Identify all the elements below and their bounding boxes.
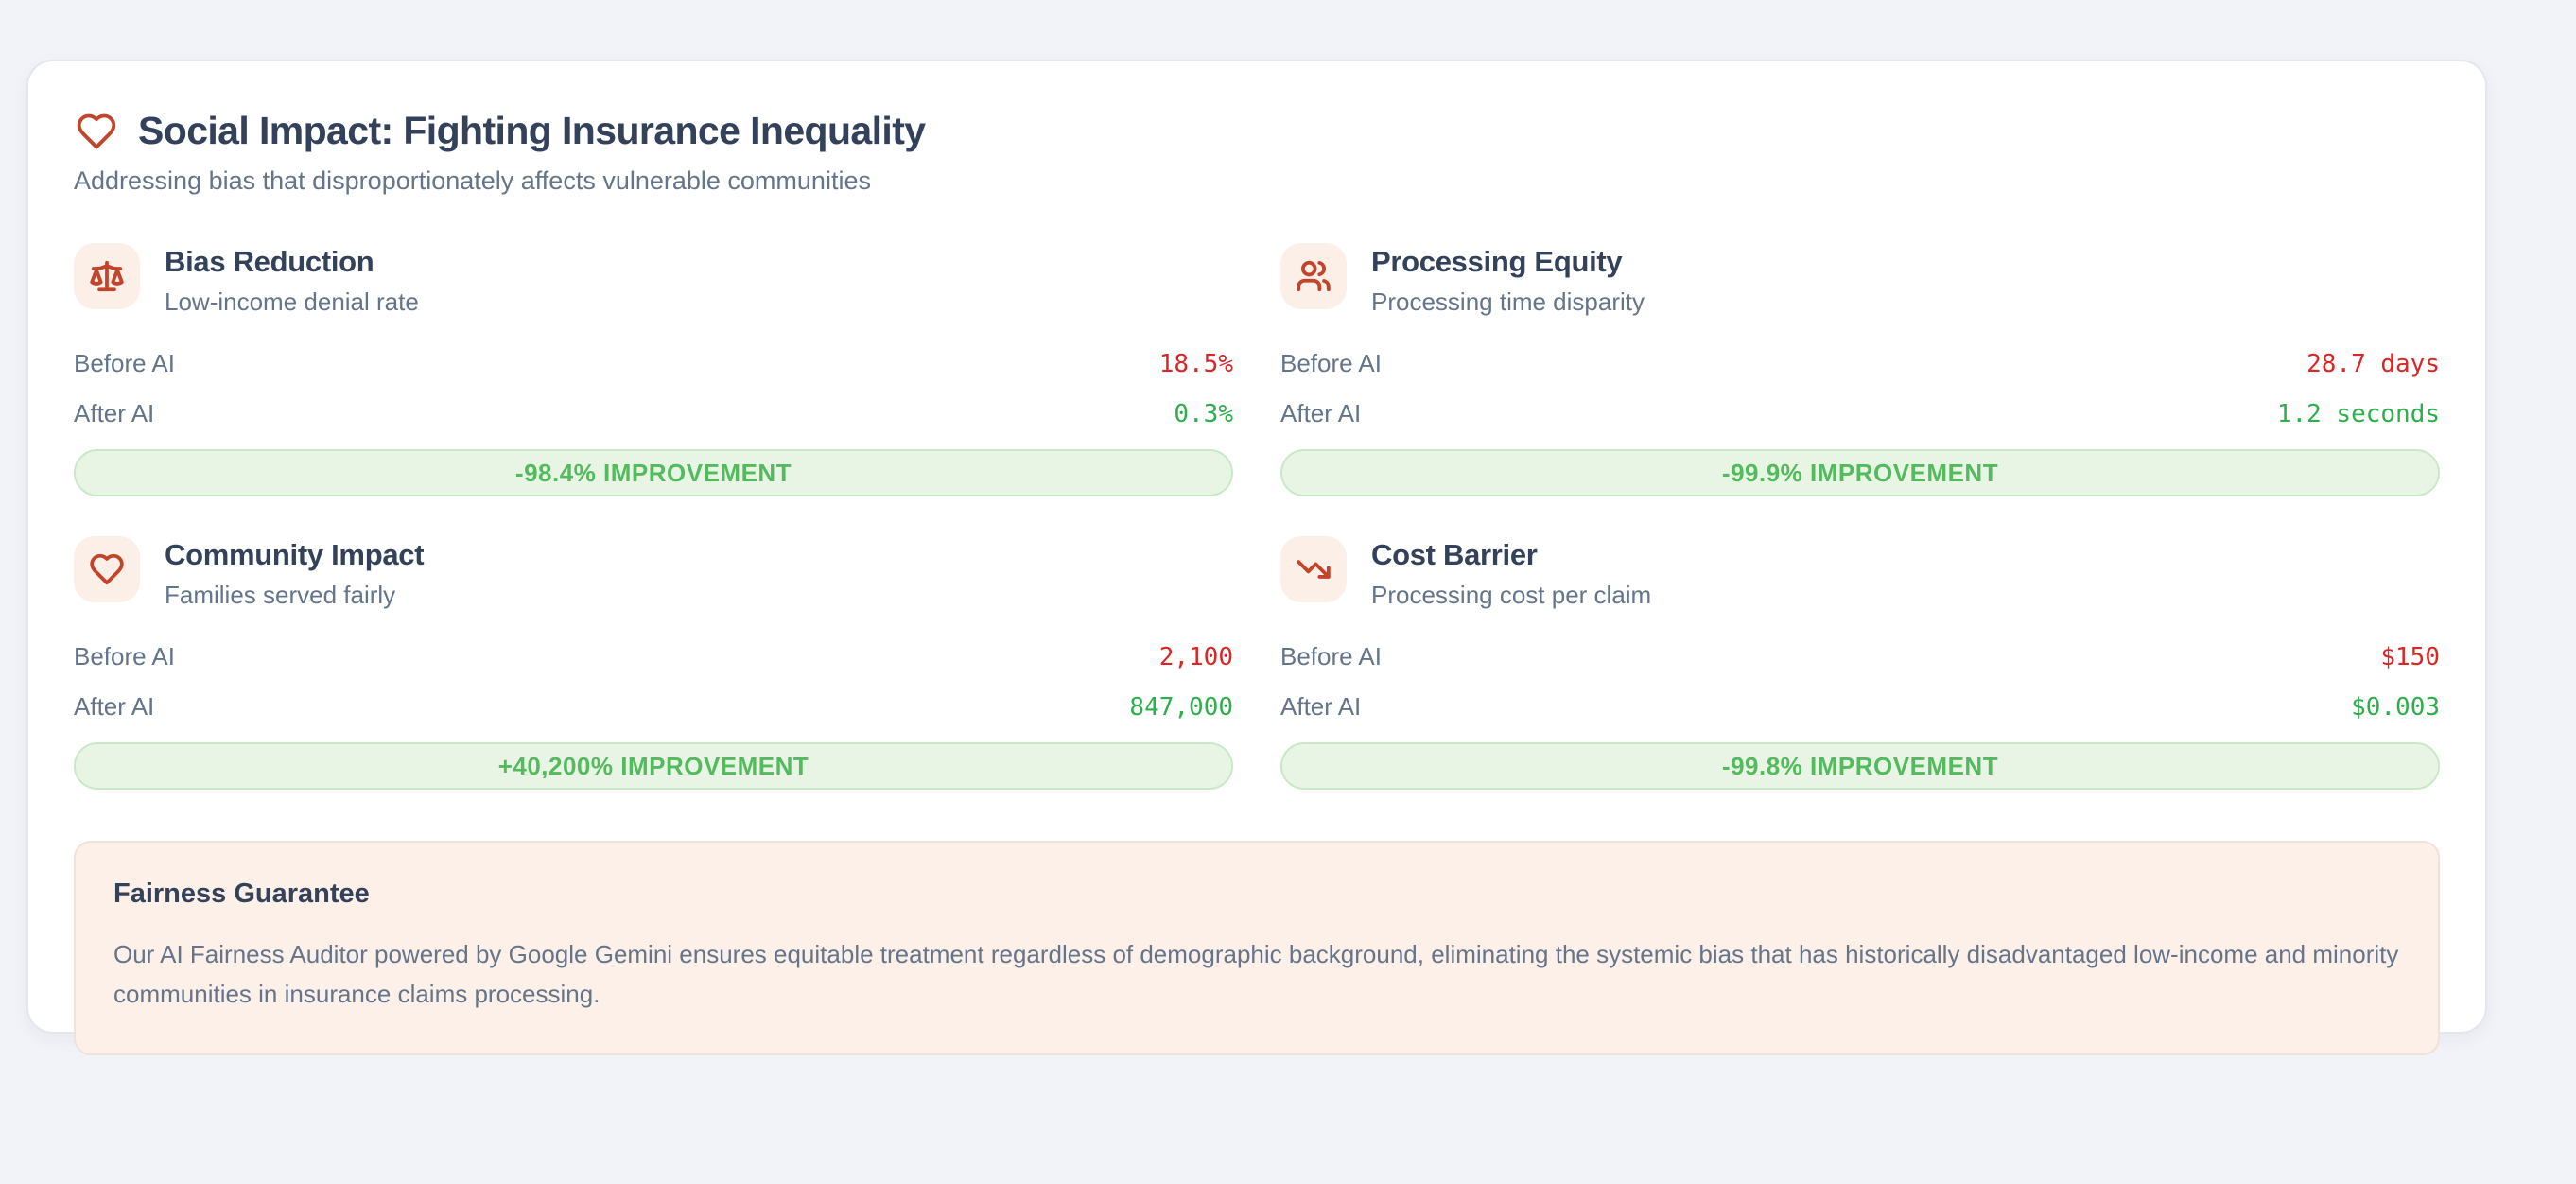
users-icon: [1280, 243, 1347, 309]
card-header: Community Impact Families served fairly: [74, 536, 1233, 610]
scale-icon: [74, 243, 140, 309]
before-ai-row: Before AI 18.5%: [74, 349, 1233, 378]
before-ai-value: 28.7 days: [2306, 350, 2440, 378]
after-ai-value: 0.3%: [1174, 400, 1233, 428]
metric-card-processing-equity: Processing Equity Processing time dispar…: [1280, 243, 2440, 496]
before-ai-label: Before AI: [74, 349, 175, 377]
heart-icon: [74, 536, 140, 602]
before-ai-label: Before AI: [1280, 349, 1382, 377]
before-ai-label: Before AI: [74, 642, 175, 670]
card-header: Bias Reduction Low-income denial rate: [74, 243, 1233, 317]
before-ai-label: Before AI: [1280, 642, 1382, 670]
fairness-guarantee-box: Fairness Guarantee Our AI Fairness Audit…: [74, 841, 2440, 1055]
panel-header: Social Impact: Fighting Insurance Inequa…: [74, 109, 2440, 153]
card-title: Cost Barrier: [1371, 538, 1538, 571]
card-header: Cost Barrier Processing cost per claim: [1280, 536, 2440, 610]
improvement-badge: -99.9% IMPROVEMENT: [1280, 449, 2440, 496]
before-ai-value: 2,100: [1158, 643, 1233, 671]
improvement-badge: +40,200% IMPROVEMENT: [74, 742, 1233, 790]
after-ai-row: After AI 847,000: [74, 692, 1233, 722]
improvement-badge: -98.4% IMPROVEMENT: [74, 449, 1233, 496]
after-ai-label: After AI: [1280, 692, 1362, 721]
after-ai-label: After AI: [1280, 399, 1362, 427]
before-ai-row: Before AI $150: [1280, 642, 2440, 671]
card-title: Processing Equity: [1371, 245, 1623, 278]
after-ai-label: After AI: [74, 692, 155, 721]
improvement-badge: -99.8% IMPROVEMENT: [1280, 742, 2440, 790]
metrics-grid: Bias Reduction Low-income denial rate Be…: [74, 243, 2440, 790]
after-ai-value: 1.2 seconds: [2276, 400, 2440, 428]
fairness-text: Our AI Fairness Auditor powered by Googl…: [113, 940, 2399, 1008]
after-ai-label: After AI: [74, 399, 155, 427]
fairness-title: Fairness Guarantee: [113, 879, 370, 909]
after-ai-row: After AI $0.003: [1280, 692, 2440, 722]
heart-icon: [77, 113, 116, 148]
after-ai-value: $0.003: [2351, 693, 2440, 722]
after-ai-row: After AI 1.2 seconds: [1280, 399, 2440, 428]
page-subtitle: Addressing bias that disproportionately …: [74, 166, 871, 195]
card-subtitle: Low-income denial rate: [165, 287, 419, 316]
trending-down-icon: [1280, 536, 1347, 602]
metric-card-cost-barrier: Cost Barrier Processing cost per claim B…: [1280, 536, 2440, 790]
before-ai-value: 18.5%: [1158, 350, 1233, 378]
card-subtitle: Families served fairly: [165, 581, 396, 609]
social-impact-panel: Social Impact: Fighting Insurance Inequa…: [26, 60, 2487, 1055]
before-ai-value: $150: [2380, 643, 2440, 671]
metric-card-bias-reduction: Bias Reduction Low-income denial rate Be…: [74, 243, 1233, 496]
before-ai-row: Before AI 28.7 days: [1280, 349, 2440, 378]
card-title: Community Impact: [165, 538, 425, 571]
card-header: Processing Equity Processing time dispar…: [1280, 243, 2440, 317]
card-subtitle: Processing time disparity: [1371, 287, 1645, 316]
after-ai-row: After AI 0.3%: [74, 399, 1233, 428]
after-ai-value: 847,000: [1129, 693, 1233, 722]
metric-card-community-impact: Community Impact Families served fairly …: [74, 536, 1233, 790]
before-ai-row: Before AI 2,100: [74, 642, 1233, 671]
card-subtitle: Processing cost per claim: [1371, 581, 1652, 609]
page-title: Social Impact: Fighting Insurance Inequa…: [138, 109, 926, 152]
card-title: Bias Reduction: [165, 245, 374, 278]
